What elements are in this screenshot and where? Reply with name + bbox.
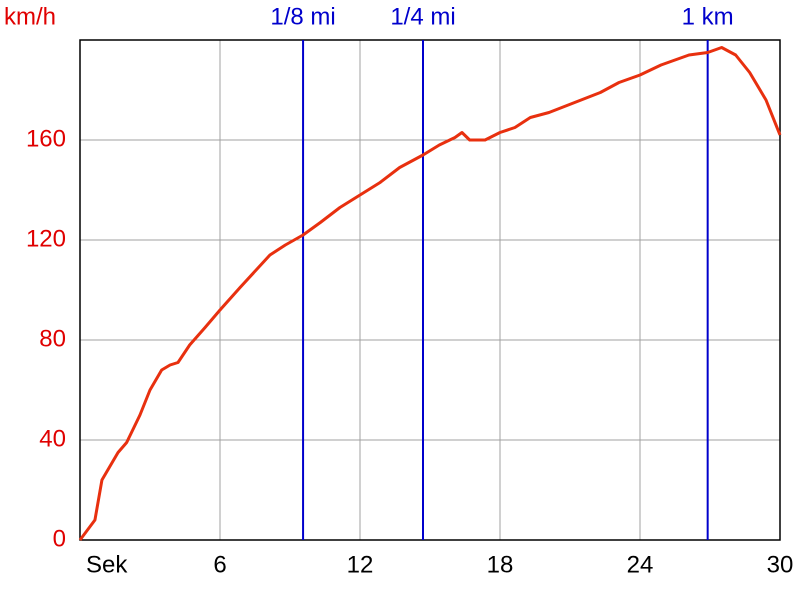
y-tick-label: 40 xyxy=(39,425,66,452)
distance-marker-label: 1 km xyxy=(682,3,734,30)
y-tick-label: 0 xyxy=(53,525,66,552)
x-tick-label: 18 xyxy=(487,551,514,578)
plot-frame xyxy=(79,39,781,541)
y-tick-label: 120 xyxy=(26,225,66,252)
speed-line xyxy=(78,46,782,541)
distance-marker-label: 1/4 mi xyxy=(390,3,455,30)
distance-marker-label: 1/8 mi xyxy=(270,3,335,30)
x-tick-label: 30 xyxy=(767,551,794,578)
x-tick-label: 6 xyxy=(213,551,226,578)
x-tick-label: Sek xyxy=(86,551,128,578)
y-tick-label: 80 xyxy=(39,325,66,352)
x-tick-label: 24 xyxy=(627,551,654,578)
y-tick-label: 160 xyxy=(26,125,66,152)
y-axis-label: km/h xyxy=(4,3,56,30)
x-tick-label: 12 xyxy=(347,551,374,578)
